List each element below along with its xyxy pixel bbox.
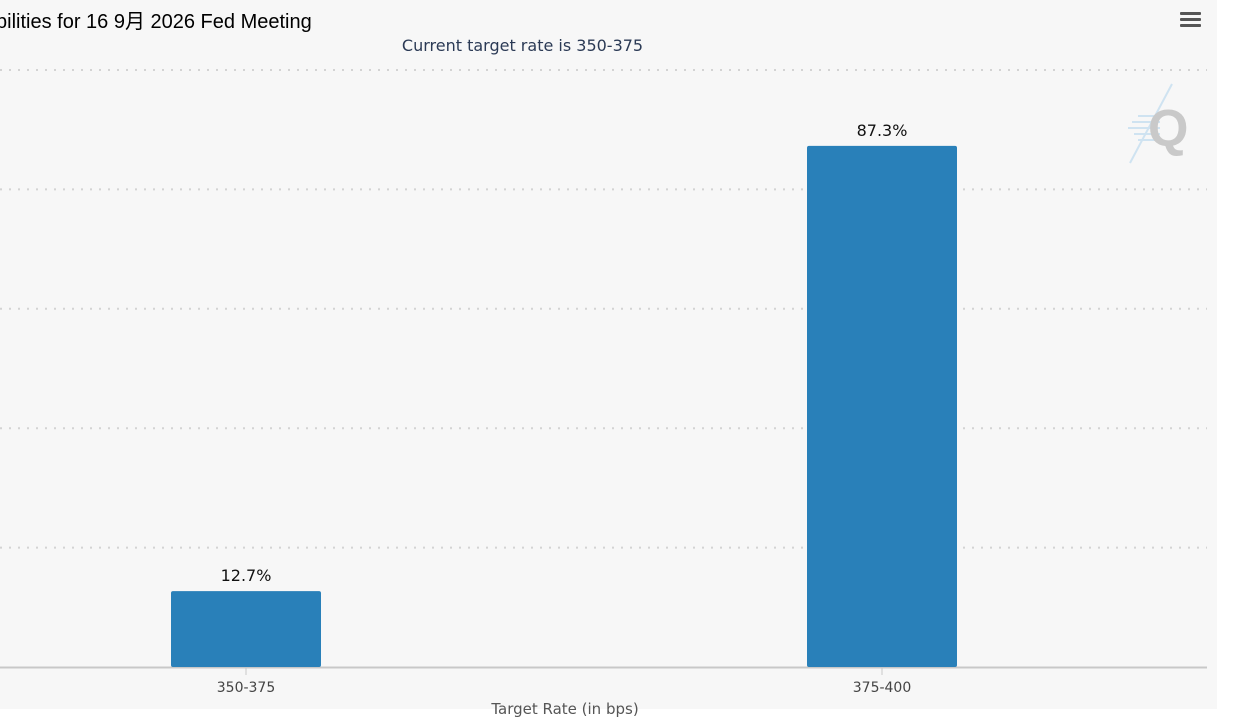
q-logo-icon: Q [1128, 83, 1188, 164]
data-label: 12.7% [221, 566, 272, 585]
data-label: 87.3% [857, 121, 908, 140]
page-margin [1217, 0, 1234, 709]
x-tick-label: 375-400 [853, 680, 912, 696]
x-axis-title: Target Rate (in bps) [491, 700, 639, 718]
x-tick-label: 350-375 [217, 680, 276, 696]
menu-line [1180, 24, 1201, 27]
watermark-letter: Q [1148, 100, 1188, 158]
menu-line [1180, 12, 1201, 15]
hamburger-menu-icon[interactable] [1170, 6, 1210, 34]
chart-panel: bilities for 16 9月 2026 Fed Meeting Curr… [0, 6, 1210, 696]
menu-line [1180, 18, 1201, 21]
chart-subtitle: Current target rate is 350-375 [401, 36, 644, 55]
bar [807, 145, 957, 668]
bar [171, 591, 321, 667]
bar-chart: 12.7% 350-375 87.3% 375-400 [0, 69, 1207, 696]
chart-title: bilities for 16 9月 2026 Fed Meeting [0, 11, 312, 33]
